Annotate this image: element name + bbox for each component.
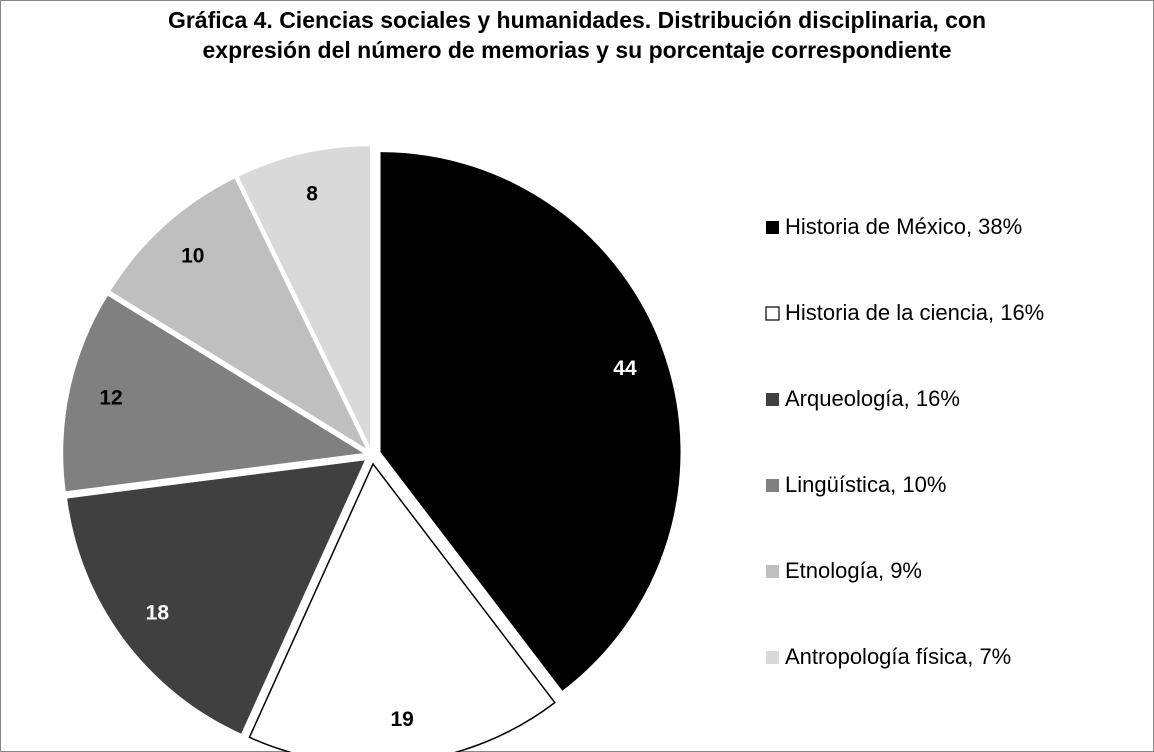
legend-swatch bbox=[766, 393, 779, 406]
legend-swatch bbox=[766, 651, 779, 664]
legend-swatch bbox=[766, 221, 779, 234]
data-label: 19 bbox=[390, 708, 413, 731]
data-label: 8 bbox=[306, 182, 318, 205]
data-label: 44 bbox=[613, 357, 637, 380]
legend-label: Arqueología, 16% bbox=[785, 386, 960, 411]
pie-slice bbox=[67, 460, 365, 734]
legend-swatch bbox=[766, 565, 779, 578]
legend-label: Etnología, 9% bbox=[785, 558, 922, 583]
data-label: 12 bbox=[99, 386, 122, 409]
legend-label: Antropología física, 7% bbox=[785, 644, 1011, 669]
chart-title: Gráfica 4. Ciencias sociales y humanidad… bbox=[168, 7, 986, 63]
pie-slice bbox=[63, 295, 364, 492]
chart-title-text: Gráfica 4. Ciencias sociales y humanidad… bbox=[168, 7, 986, 63]
pie-slice bbox=[380, 152, 681, 691]
pie-slice bbox=[110, 178, 366, 449]
data-label: 10 bbox=[181, 245, 204, 268]
legend-swatch bbox=[765, 306, 780, 321]
legend-label: Lingüística, 10% bbox=[785, 472, 946, 497]
pie-slice bbox=[248, 462, 556, 752]
pie-slice bbox=[238, 146, 370, 447]
legend-label: Historia de la ciencia, 16% bbox=[785, 300, 1044, 325]
legend-label: Historia de México, 38% bbox=[785, 214, 1022, 239]
legend-swatch bbox=[766, 479, 779, 492]
data-label: 18 bbox=[146, 601, 170, 624]
